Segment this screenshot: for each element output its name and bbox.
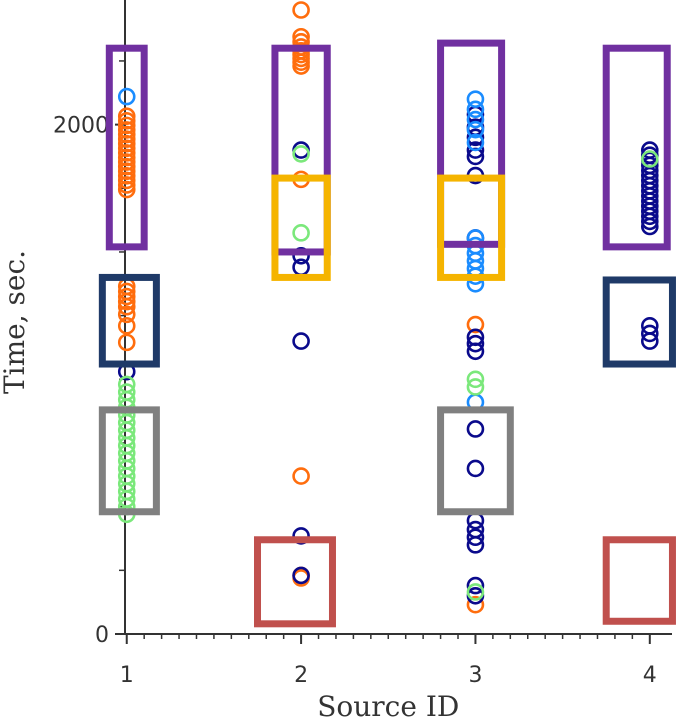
data-point [640,207,659,226]
data-point [117,107,136,126]
series-0 [117,1,485,614]
data-point [292,224,310,242]
data-point [466,459,485,478]
data-point [292,332,310,350]
major-ticks: 1 2 3 4 0 2000 [53,114,657,688]
data-point [117,297,136,316]
annotation-box [271,174,331,281]
data-point [466,420,485,438]
annotation-box [602,536,676,625]
y-tick-label: 2000 [53,114,109,139]
data-point [466,128,485,147]
annotation-box [437,406,514,516]
data-points [117,1,659,614]
data-point [466,315,485,334]
data-point [466,110,485,129]
series-1 [117,105,659,605]
minor-ticks [119,60,651,639]
data-point [117,287,136,306]
annotation-box [602,44,671,251]
annotation-box [437,174,506,281]
data-point [292,467,310,485]
x-tick-label: 2 [294,663,308,688]
series-3 [117,145,659,601]
data-point [466,141,485,159]
y-tick-label: 0 [95,623,109,648]
data-point [640,324,659,343]
data-point [466,342,485,361]
data-point [466,378,485,396]
annotation-box [98,406,160,516]
annotation-box [105,44,148,251]
x-tick-label: 1 [120,663,134,688]
data-point [466,370,485,389]
data-point [640,332,659,350]
data-point [292,57,310,75]
data-point [466,576,485,595]
data-point [292,527,310,545]
data-point [640,212,659,231]
data-point [292,566,310,585]
annotation-box [602,276,676,368]
data-point [466,100,485,119]
annotation-boxes [98,39,676,628]
x-tick-label: 4 [643,663,657,688]
x-tick-label: 3 [468,663,482,688]
data-point [466,120,485,139]
data-point [292,246,310,265]
annotation-box [271,44,331,256]
data-point [292,145,310,163]
data-point [466,90,485,108]
annotation-box [437,39,506,248]
data-point [466,133,485,152]
data-point [466,334,485,353]
x-axis-title: Source ID [317,690,459,720]
data-point [466,528,485,547]
data-point [466,595,485,614]
data-point [640,217,659,236]
data-point [640,150,659,168]
data-point [466,536,485,554]
data-point [117,87,136,106]
data-point [117,333,136,352]
axes: 1 2 3 4 0 2000 [53,0,672,688]
annotation-box [98,273,160,368]
data-point [292,1,310,19]
annotation-box [254,536,336,628]
data-point [466,583,485,601]
y-axis-title: Time, sec. [0,250,31,394]
data-point [117,317,136,335]
data-point [117,292,136,311]
data-point [117,305,136,324]
